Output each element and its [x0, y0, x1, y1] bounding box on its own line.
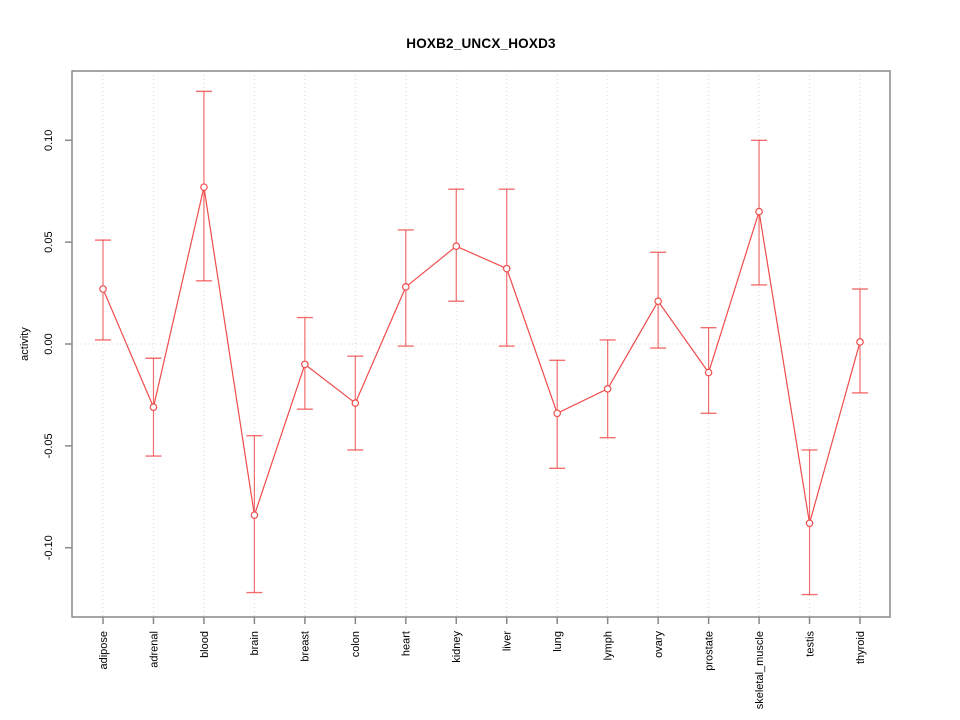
- data-point: [603, 385, 612, 393]
- y-tick-label: -0.10: [43, 535, 55, 560]
- data-point: [654, 297, 662, 306]
- x-tick-label: thyroid: [855, 631, 867, 664]
- x-tick-label: lung: [552, 631, 564, 652]
- x-tick-label: ovary: [653, 631, 665, 658]
- x-tick-label: kidney: [451, 631, 463, 663]
- x-tick-label: blood: [199, 631, 211, 658]
- data-point: [200, 183, 208, 191]
- x-tick-label: heart: [401, 631, 413, 656]
- data-point: [502, 264, 511, 273]
- data-point: [149, 403, 158, 411]
- x-tick-label: brain: [249, 631, 261, 655]
- x-tick-label: colon: [350, 631, 362, 657]
- data-point: [351, 399, 360, 407]
- data-point: [805, 519, 814, 528]
- data-point: [401, 283, 410, 291]
- data-point: [250, 511, 259, 519]
- x-tick-label: skeletal_muscle: [754, 631, 766, 709]
- data-point: [755, 207, 763, 216]
- x-tick-label: adipose: [98, 631, 110, 670]
- data-point: [99, 285, 107, 293]
- chart-title: HOXB2_UNCX_HOXD3: [406, 36, 556, 51]
- x-tick-label: prostate: [703, 631, 715, 671]
- y-tick-label: 0.00: [43, 333, 55, 354]
- x-tick-label: liver: [502, 631, 514, 652]
- y-tick-label: -0.05: [43, 433, 55, 458]
- x-tick-label: testis: [804, 631, 816, 657]
- data-point: [704, 368, 713, 377]
- series-line: [102, 186, 861, 524]
- y-axis-label: activity: [19, 327, 31, 361]
- x-tick-label: adrenal: [148, 631, 160, 668]
- data-point: [301, 360, 309, 369]
- data-point: [452, 242, 461, 251]
- y-tick-label: 0.05: [43, 231, 55, 252]
- data-point: [856, 338, 864, 346]
- x-tick-label: lymph: [603, 631, 615, 660]
- x-tick-label: breast: [300, 631, 312, 662]
- data-point: [553, 409, 562, 418]
- y-tick-label: 0.10: [43, 130, 55, 151]
